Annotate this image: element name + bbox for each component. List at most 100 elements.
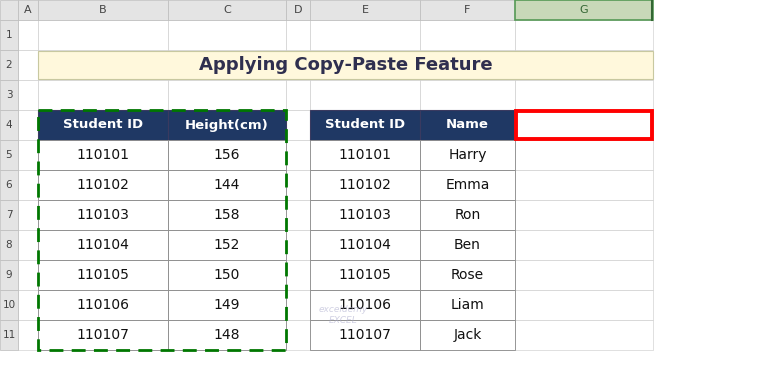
Text: Name: Name [446,118,489,132]
Bar [310,230,420,260]
Text: E: E [361,5,368,15]
Bar [420,110,515,140]
Bar [168,260,286,290]
Bar [515,290,653,320]
Bar [420,110,515,140]
Text: 110105: 110105 [77,268,130,282]
Bar [420,0,515,20]
Bar [0,170,18,200]
Text: Ben: Ben [454,238,481,252]
Text: Jack: Jack [453,328,482,342]
Bar [38,110,168,140]
Bar [515,320,653,350]
Text: Emma: Emma [446,178,489,192]
Bar [0,140,18,170]
Bar [168,110,286,140]
Bar [18,0,38,20]
Bar [310,170,420,200]
Text: 156: 156 [214,148,240,162]
Bar [0,230,18,260]
Text: 158: 158 [214,208,240,222]
Bar [38,290,168,320]
Text: 8: 8 [5,240,12,250]
Bar [18,260,38,290]
Text: 5: 5 [5,150,12,160]
Bar [38,230,168,260]
Bar [168,20,286,50]
Bar [286,260,310,290]
Bar [38,260,168,290]
Bar [0,290,18,320]
Bar [310,140,420,170]
Text: 6: 6 [5,180,12,190]
Bar [420,200,515,230]
Bar [516,111,652,139]
Bar [310,230,420,260]
Bar [310,50,420,80]
Bar [420,50,515,80]
Bar [0,200,18,230]
Text: 149: 149 [214,298,240,312]
Text: 110101: 110101 [338,148,391,162]
Bar [38,230,168,260]
Text: 2: 2 [5,60,12,70]
Bar [286,50,310,80]
Text: 110103: 110103 [77,208,130,222]
Text: Height(cm): Height(cm) [185,118,269,132]
Bar [420,320,515,350]
Text: 11: 11 [2,330,15,340]
Text: 110107: 110107 [77,328,130,342]
Text: Rose: Rose [451,268,484,282]
Text: 110102: 110102 [77,178,130,192]
Text: 150: 150 [214,268,240,282]
Bar [168,260,286,290]
Text: F: F [464,5,471,15]
Text: 148: 148 [214,328,240,342]
Bar [310,110,420,140]
Bar [18,320,38,350]
Bar [286,170,310,200]
Bar [420,80,515,110]
Bar [420,170,515,200]
Bar [38,80,168,110]
Text: 10: 10 [2,300,15,310]
Bar [18,200,38,230]
Bar [286,320,310,350]
Text: 110105: 110105 [338,268,391,282]
Bar [310,200,420,230]
Text: D: D [294,5,302,15]
Bar [168,110,286,140]
Bar [420,20,515,50]
Text: 110106: 110106 [77,298,130,312]
Bar [0,80,18,110]
Bar [38,200,168,230]
Bar [168,200,286,230]
Bar [420,140,515,170]
Bar [168,230,286,260]
Bar [38,0,168,20]
Bar [420,230,515,260]
Text: 7: 7 [5,210,12,220]
Text: 9: 9 [5,270,12,280]
Bar [38,260,168,290]
Bar [168,200,286,230]
Bar [38,320,168,350]
Bar [310,290,420,320]
Text: 152: 152 [214,238,240,252]
Bar [420,170,515,200]
Bar [38,50,168,80]
Bar [310,290,420,320]
Bar [515,170,653,200]
Bar [168,170,286,200]
Text: 110103: 110103 [338,208,391,222]
Bar [38,110,168,140]
Text: 1: 1 [5,30,12,40]
Bar [310,0,420,20]
Bar [286,290,310,320]
Bar [38,290,168,320]
Bar [18,80,38,110]
Bar [515,20,653,50]
Text: exceldemy
EXCEL: exceldemy EXCEL [318,305,367,325]
Text: 110102: 110102 [338,178,391,192]
Bar [168,50,286,80]
